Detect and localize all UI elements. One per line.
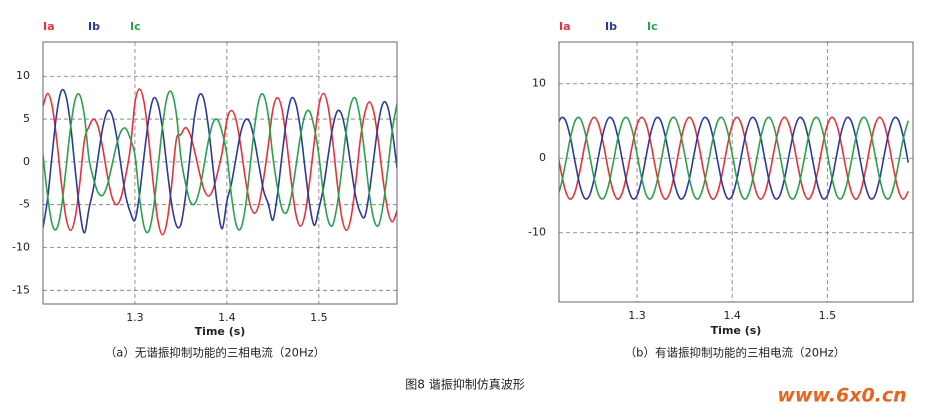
y-tick-label: 10 bbox=[16, 69, 30, 82]
x-tick-label: 1.5 bbox=[819, 309, 837, 322]
x-axis-title: Time (s) bbox=[711, 324, 762, 337]
plot-area bbox=[43, 42, 397, 304]
y-tick-label: -10 bbox=[528, 226, 546, 239]
plot-border bbox=[558, 41, 914, 303]
series-line bbox=[559, 116, 910, 200]
series-line bbox=[43, 90, 397, 234]
plot-lines bbox=[559, 116, 910, 200]
x-axis-title: Time (s) bbox=[195, 325, 246, 338]
legend-label: Ib bbox=[88, 20, 100, 33]
x-tick-label: 1.3 bbox=[628, 309, 646, 322]
series-line bbox=[559, 116, 910, 200]
y-tick-label: 5 bbox=[23, 112, 30, 125]
y-tick-label: -10 bbox=[12, 240, 30, 253]
x-tick-label: 1.4 bbox=[723, 309, 741, 322]
panel-caption: （b）有谐振抑制功能的三相电流（20Hz） bbox=[625, 346, 846, 360]
y-tick-label: 10 bbox=[532, 77, 546, 90]
y-tick-label: 0 bbox=[23, 155, 30, 168]
x-tick-label: 1.4 bbox=[218, 311, 236, 324]
x-tick-label: 1.3 bbox=[126, 311, 144, 324]
x-tick-label: 1.5 bbox=[310, 311, 328, 324]
panel-caption: （a）无谐振抑制功能的三相电流（20Hz） bbox=[105, 346, 325, 360]
figure-caption: 图8 谐振抑制仿真波形 bbox=[405, 377, 524, 392]
watermark: www.6x0.cn bbox=[777, 385, 906, 407]
plot-lines bbox=[43, 88, 397, 236]
series-line bbox=[43, 88, 397, 236]
y-tick-label: -15 bbox=[12, 283, 30, 296]
plot-border bbox=[42, 41, 398, 305]
legend-label: Ia bbox=[559, 20, 571, 33]
series-line bbox=[559, 116, 909, 200]
legend-label: Ia bbox=[43, 20, 55, 33]
legend-label: Ib bbox=[605, 20, 617, 33]
series-line bbox=[43, 88, 397, 234]
y-tick-label: -5 bbox=[19, 198, 30, 211]
y-tick-label: 0 bbox=[539, 151, 546, 164]
legend-label: Ic bbox=[130, 20, 141, 33]
legend-label: Ic bbox=[647, 20, 658, 33]
